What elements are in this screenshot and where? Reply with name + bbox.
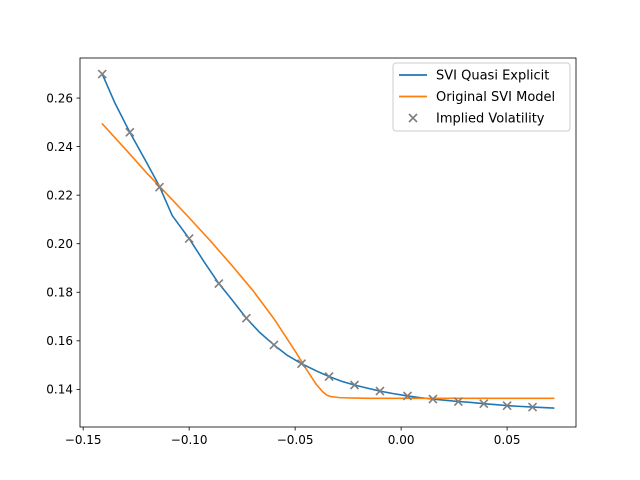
scatter-point <box>296 359 307 369</box>
legend-swatch-marker <box>408 113 418 123</box>
x-tick-label: −0.05 <box>277 433 314 447</box>
y-tick-label: 0.24 <box>46 140 73 154</box>
scatter-point <box>479 399 489 409</box>
series-layer <box>97 69 555 412</box>
scatter-point <box>527 402 538 412</box>
scatter-point <box>154 182 165 192</box>
y-tick-label: 0.16 <box>46 334 73 348</box>
y-tick-label: 0.14 <box>46 383 73 397</box>
legend-label: Implied Volatility <box>436 112 545 127</box>
scatter-point <box>97 69 107 79</box>
legend-label: Original SVI Model <box>436 90 555 105</box>
x-tick-label: 0.05 <box>494 433 521 447</box>
scatter-point <box>269 340 279 350</box>
scatter-point <box>349 380 360 390</box>
legend: SVI Quasi Explicit Original SVI Model Impl… <box>392 62 571 132</box>
x-tick-label: −0.10 <box>171 433 208 447</box>
scatter-point <box>184 234 194 244</box>
scatter-point <box>125 127 135 137</box>
scatter-point <box>324 371 334 382</box>
x-tick-label: −0.15 <box>65 433 102 447</box>
scatter-point <box>502 401 512 411</box>
scatter-point <box>241 313 251 323</box>
scatter-point <box>428 394 438 404</box>
series-line-0 <box>101 73 555 409</box>
y-tick-label: 0.22 <box>46 188 73 202</box>
legend-box <box>392 62 571 132</box>
scatter-point <box>214 278 224 289</box>
y-tick-label: 0.20 <box>46 237 73 251</box>
legend-label: SVI Quasi Explicit <box>436 69 549 84</box>
y-tick-label: 0.26 <box>46 91 73 105</box>
x-tick-label: 0.00 <box>388 433 415 447</box>
y-tick-label: 0.18 <box>46 286 73 300</box>
series-line-1 <box>101 122 555 400</box>
scatter-point <box>453 396 463 407</box>
scatter-point <box>375 386 385 396</box>
plot-frame <box>79 57 577 428</box>
axes-layer: −0.15 −0.10 −0.05 0.00 0.05 0.14 0.16 0.18 0.20 0… <box>46 57 577 447</box>
scatter-point <box>402 391 413 401</box>
